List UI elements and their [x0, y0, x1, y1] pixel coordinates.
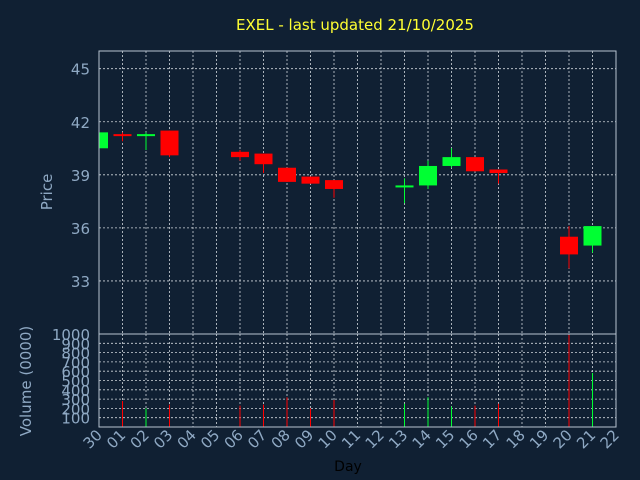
volume-tick-label: 800	[61, 345, 90, 363]
day-tick-label: 03	[150, 426, 176, 452]
candle-body	[99, 132, 108, 149]
candlestick-series	[98, 130, 602, 269]
day-tick-label: 19	[526, 426, 552, 452]
day-tick-label: 02	[127, 426, 153, 452]
candle-body	[325, 180, 343, 189]
day-tick-label: 18	[503, 426, 529, 452]
price-tick-label: 45	[71, 61, 90, 79]
day-tick-label: 06	[221, 426, 247, 452]
volume-tick-label: 600	[61, 363, 90, 381]
volume-bars	[122, 334, 593, 427]
candle-body	[395, 185, 414, 188]
price-tick-label: 33	[71, 273, 90, 291]
candle-body	[137, 134, 155, 137]
day-tick-label: 04	[174, 426, 200, 452]
candle-body	[466, 157, 484, 172]
volume-tick-label: 400	[61, 382, 90, 400]
candle-body	[231, 151, 249, 158]
day-tick-label: 17	[479, 426, 505, 452]
candle-body	[419, 165, 437, 186]
price-tick-label: 42	[71, 114, 90, 132]
day-tick-label: 30	[80, 426, 106, 452]
price-tick-label: 36	[71, 220, 90, 238]
day-tick-label: 10	[315, 426, 341, 452]
volume-tick-label: 300	[61, 391, 90, 409]
volume-tick-label: 700	[61, 354, 90, 372]
day-tick-label: 21	[573, 426, 599, 452]
candle-body	[278, 167, 296, 182]
day-tick-label: 07	[244, 426, 270, 452]
candle-body	[301, 176, 320, 184]
day-tick-label: 20	[550, 426, 576, 452]
volume-axis-label: Volume (0000)	[17, 326, 35, 436]
candle-body	[160, 130, 179, 156]
day-tick-label: 12	[362, 426, 388, 452]
day-tick-label: 22	[597, 426, 623, 452]
day-tick-label: 11	[338, 426, 364, 452]
day-tick-label: 05	[197, 426, 223, 452]
day-tick-label: 16	[456, 426, 482, 452]
day-tick-label: 14	[409, 426, 435, 452]
volume-frame	[98, 333, 617, 428]
day-tick-label: 13	[385, 426, 411, 452]
volume-tick-label: 100	[61, 410, 90, 428]
candle-body	[560, 236, 578, 255]
price-tick-labels: 33 36 39 42 45	[71, 61, 90, 291]
candle-body	[583, 226, 602, 246]
day-axis-label: Day	[334, 459, 362, 475]
candle-body	[254, 153, 273, 165]
day-tick-label: 01	[103, 426, 129, 452]
day-tick-label: 09	[291, 426, 317, 452]
day-tick-labels: 3001020304050607080910111213141516171819…	[80, 426, 623, 452]
candle-body	[442, 157, 461, 166]
volume-tick-label: 500	[61, 373, 90, 391]
volume-tick-label: 900	[61, 335, 90, 353]
volume-tick-label: 1000	[52, 326, 90, 344]
price-axis-label: Price	[38, 174, 56, 211]
volume-tick-label: 200	[61, 400, 90, 418]
candle-body	[113, 134, 132, 137]
price-tick-label: 39	[71, 167, 90, 185]
candle-body	[489, 169, 508, 174]
day-tick-label: 15	[432, 426, 458, 452]
chart-title: EXEL - last updated 21/10/2025	[236, 16, 474, 34]
day-tick-label: 08	[268, 426, 294, 452]
